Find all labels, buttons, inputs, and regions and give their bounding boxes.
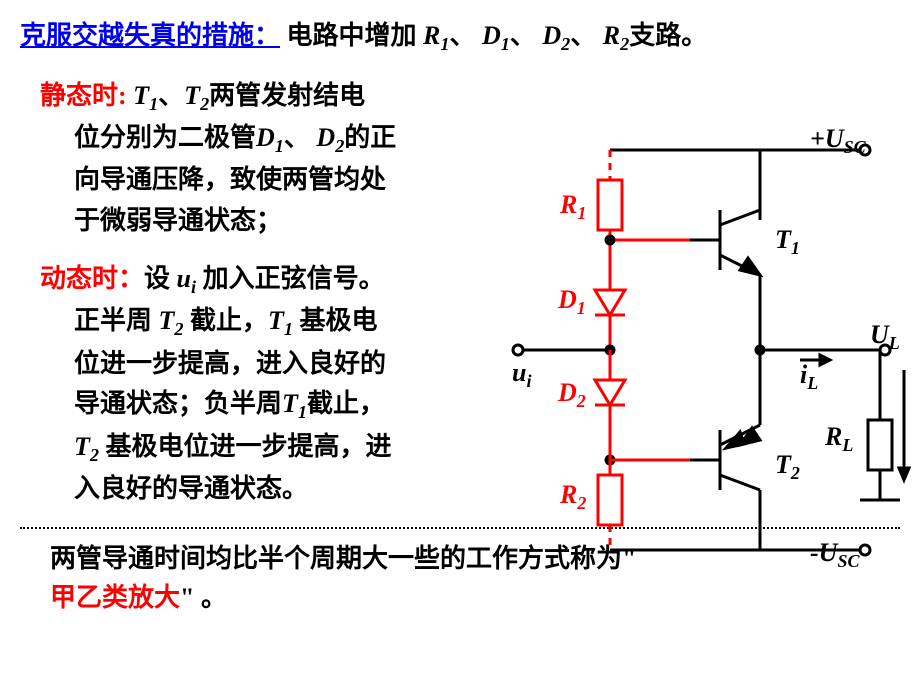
dynamic-block: 动态时：设 ui 加入正弦信号。 正半周 T2 截止，T1 基极电 位进一步提高… — [40, 259, 520, 509]
circuit-diagram: +USC -USC R1 R2 D1 D2 T1 T2 ui iL UL RL — [510, 130, 910, 570]
label-d1: D1 — [558, 285, 586, 319]
label-usc-plus: +USC — [810, 124, 866, 158]
label-t1: T1 — [775, 225, 800, 259]
label-rl: RL — [825, 422, 853, 456]
label-r1: R1 — [560, 190, 586, 224]
label-r2: R2 — [560, 480, 586, 514]
dynamic-label: 动态时： — [40, 264, 144, 293]
static-label: 静态时: — [40, 81, 127, 110]
static-block: 静态时: T1、T2两管发射结电 位分别为二极管D1、 D2的正 向导通压降，致… — [40, 76, 520, 241]
title-rest: 电路中增加 R1、 D1、 D2、 R2支路。 — [287, 21, 708, 50]
title-heading: 克服交越失真的措施： — [20, 21, 280, 50]
label-il: iL — [800, 360, 818, 394]
label-ui: ui — [512, 358, 531, 392]
label-ul: UL — [870, 320, 900, 354]
slide-page: 克服交越失真的措施： 电路中增加 R1、 D1、 D2、 R2支路。 静态时: … — [0, 0, 920, 690]
label-d2: D2 — [558, 378, 586, 412]
label-t2: T2 — [775, 450, 800, 484]
label-usc-minus: -USC — [810, 538, 859, 572]
title-line: 克服交越失真的措施： 电路中增加 R1、 D1、 D2、 R2支路。 — [20, 18, 900, 58]
